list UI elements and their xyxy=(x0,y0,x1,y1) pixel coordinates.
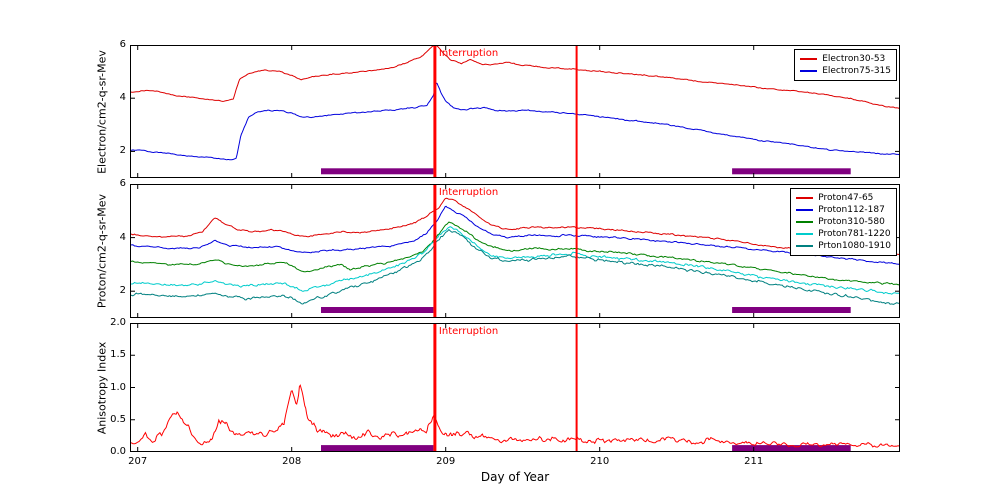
legend-entry: Proton310-580 xyxy=(796,216,891,228)
legend-line-swatch xyxy=(796,233,814,235)
legend-entry-label: Electron75-315 xyxy=(822,66,891,76)
legend-entry: Proton112-187 xyxy=(796,204,891,216)
legend-entry: Electron75-315 xyxy=(800,65,891,77)
y-tick-label: 2 xyxy=(119,285,126,297)
legend-entry: Proton781-1220 xyxy=(796,228,891,240)
observation-gap-bar xyxy=(321,307,434,313)
y-tick-label: 0.5 xyxy=(110,413,126,425)
legend-entry: Prton1080-1910 xyxy=(796,240,891,252)
legend-line-swatch xyxy=(796,209,814,211)
observation-gap-bar xyxy=(732,445,851,452)
interruption-annotation: Interruption xyxy=(438,48,499,59)
series-Proton781-1220 xyxy=(130,226,900,295)
y-tick-label: 4 xyxy=(119,92,126,104)
x-tick-label: 208 xyxy=(282,456,302,467)
legend-entry: Electron30-53 xyxy=(800,53,891,65)
legend-line-swatch xyxy=(800,70,818,72)
x-tick-label: 209 xyxy=(436,456,456,467)
observation-gap-bar xyxy=(732,168,851,175)
y-tick-label: 1.5 xyxy=(110,349,126,361)
observation-gap-bar xyxy=(732,307,851,313)
observation-gap-bar xyxy=(321,168,434,175)
legend: Electron30-53 Electron75-315 xyxy=(794,49,897,81)
electron-flux-panel xyxy=(130,45,900,178)
x-tick-label: 210 xyxy=(590,456,610,467)
legend-entry-label: Electron30-53 xyxy=(822,54,886,64)
observation-gap-bar xyxy=(321,445,434,452)
legend-entry: Proton47-65 xyxy=(796,192,891,204)
series-AnisotropyIndex xyxy=(130,384,900,448)
series-Proton47-65 xyxy=(130,197,900,256)
anisotropy-panel xyxy=(130,323,900,452)
axes-frame xyxy=(130,323,900,452)
proton-flux-panel xyxy=(130,184,900,318)
interruption-annotation: Interruption xyxy=(438,187,499,198)
legend-entry-label: Prton1080-1910 xyxy=(818,241,891,251)
x-axis-label: Day of Year xyxy=(480,470,550,484)
legend: Proton47-65 Proton112-187 Proton310-580 Pro… xyxy=(790,188,897,256)
legend-entry-label: Proton112-187 xyxy=(818,205,885,215)
x-tick-label: 211 xyxy=(744,456,764,467)
interruption-annotation: Interruption xyxy=(438,326,499,337)
legend-line-swatch xyxy=(796,197,814,199)
y-tick-label: 1.0 xyxy=(110,381,126,393)
legend-entry-label: Proton47-65 xyxy=(818,193,874,203)
y-tick-label: 4 xyxy=(119,231,126,243)
y-tick-label: 6 xyxy=(119,39,126,50)
y-tick-label: 2.0 xyxy=(110,317,126,328)
legend-line-swatch xyxy=(796,245,814,247)
legend-line-swatch xyxy=(796,221,814,223)
legend-entry-label: Proton781-1220 xyxy=(818,229,891,239)
series-Proton112-187 xyxy=(130,205,900,266)
series-Proton310-580 xyxy=(130,221,900,286)
legend-entry-label: Proton310-580 xyxy=(818,217,885,227)
legend-line-swatch xyxy=(800,58,818,60)
y-tick-label: 6 xyxy=(119,178,126,189)
x-tick-label: 207 xyxy=(128,456,148,467)
series-Electron30-53 xyxy=(130,45,900,110)
series-Prton1080-1910 xyxy=(130,228,900,305)
y-tick-label: 0.0 xyxy=(110,446,126,457)
axes-frame xyxy=(130,184,900,318)
series-Electron75-315 xyxy=(130,82,900,161)
y-tick-label: 2 xyxy=(119,145,126,157)
axes-frame xyxy=(130,45,900,178)
